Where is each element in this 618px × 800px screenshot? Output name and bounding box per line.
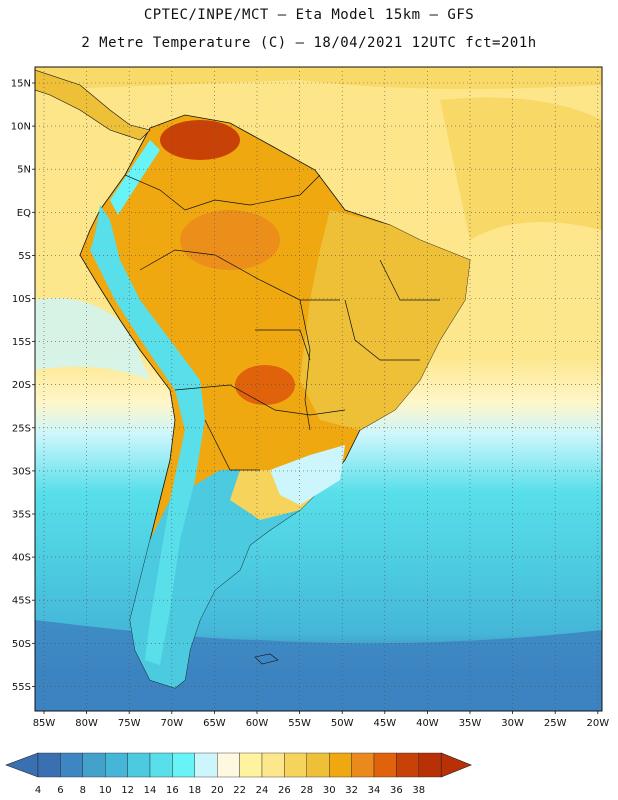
pacific-cool-tongue — [35, 298, 150, 380]
longitude-labels: 85W 80W 75W 70W 65W 60W 55W 50W 45W 40W 35W 30W 25W 2… — [33, 718, 610, 729]
colorbar-label: 4 — [35, 785, 41, 796]
chart-title-line-1: CPTEC/INPE/MCT – Eta Model 15km – GFS — [143, 7, 475, 23]
colorbar-segment — [396, 752, 419, 778]
lon-label: 35W — [459, 718, 482, 729]
colorbar-segment — [306, 752, 330, 778]
colorbar-label: 28 — [300, 785, 313, 796]
colorbar-segment — [104, 752, 128, 778]
lon-label: 50W — [331, 718, 354, 729]
falkland-islands — [254, 653, 279, 665]
caribbean-warm-patch — [35, 67, 602, 90]
lat-label: 5S — [18, 251, 31, 262]
colorbar-label: 24 — [256, 785, 269, 796]
lon-label: 55W — [288, 718, 311, 729]
lat-label: 35S — [12, 510, 31, 521]
colorbar-label: 32 — [345, 785, 358, 796]
chaco-hot-spot — [235, 365, 295, 405]
colorbar-segment — [60, 752, 84, 778]
colorbar: 4 6 8 10 12 14 16 18 20 22 24 26 28 30 32 34 36 38 — [5, 752, 473, 796]
lat-label: 5N — [17, 165, 31, 176]
lat-label: 10N — [11, 122, 31, 133]
colorbar-label: 16 — [166, 785, 179, 796]
colorbar-label: 6 — [57, 785, 63, 796]
atlantic-warm-patch — [440, 97, 602, 240]
colorbar-segment — [127, 752, 151, 778]
amazon-warm-spot — [180, 210, 280, 270]
colorbar-label: 34 — [368, 785, 381, 796]
lon-label: 40W — [416, 718, 439, 729]
colorbar-segment — [172, 752, 195, 778]
colorbar-label: 22 — [233, 785, 246, 796]
colorbar-segment — [216, 752, 240, 778]
lon-label: 60W — [246, 718, 269, 729]
northern-andes-strip — [110, 140, 160, 215]
lat-label: 15N — [11, 79, 31, 90]
lon-label: 30W — [501, 718, 524, 729]
colorbar-label: 8 — [80, 785, 86, 796]
latitude-labels: 15N 10N 5N EQ 5S 10S 15S 20S 25S 30S 35S 40S 45S 50S 5… — [11, 79, 31, 693]
lon-label: 70W — [160, 718, 183, 729]
colorbar-segment — [82, 752, 106, 778]
uruguay-field — [270, 445, 345, 505]
colorbar-segment — [149, 752, 173, 778]
lon-label: 85W — [33, 718, 56, 729]
colorbar-segment — [373, 752, 397, 778]
colorbar-label: 14 — [144, 785, 157, 796]
lat-label: 10S — [12, 294, 31, 305]
lat-label: 20S — [12, 380, 31, 391]
lat-label: EQ — [17, 208, 31, 219]
lon-label: 65W — [203, 718, 226, 729]
country-borders — [124, 174, 440, 471]
colorbar-segment — [261, 752, 285, 778]
lon-label: 80W — [75, 718, 98, 729]
colorbar-label: 26 — [278, 785, 291, 796]
temperature-field — [35, 67, 602, 711]
colorbar-segment — [194, 752, 218, 778]
colorbar-segment — [418, 752, 442, 778]
colorbar-label: 36 — [390, 785, 403, 796]
colorbar-segment — [37, 752, 61, 778]
lat-label: 45S — [12, 596, 31, 607]
andes-cold-strip — [90, 205, 205, 665]
colorbar-segment — [284, 752, 307, 778]
lon-label: 20W — [586, 718, 609, 729]
colorbar-segment — [329, 752, 352, 778]
lon-label: 45W — [373, 718, 396, 729]
graticule — [32, 67, 602, 714]
lon-label: 25W — [544, 718, 567, 729]
colorbar-label: 20 — [211, 785, 224, 796]
colorbar-segment — [351, 752, 375, 778]
lon-label: 75W — [118, 718, 141, 729]
map-frame — [34, 66, 603, 712]
colorbar-label: 38 — [412, 785, 425, 796]
colorbar-right-arrow — [440, 752, 473, 778]
colorbar-segment — [239, 752, 263, 778]
lat-label: 55S — [12, 682, 31, 693]
lat-label: 15S — [12, 337, 31, 348]
lat-label: 50S — [12, 639, 31, 650]
lat-label: 40S — [12, 553, 31, 564]
central-america — [35, 69, 151, 141]
venezuela-hot-spot — [160, 120, 240, 160]
chart-title-line-2: 2 Metre Temperature (C) – 18/04/2021 12U… — [81, 35, 537, 51]
lat-label: 30S — [12, 466, 31, 477]
colorbar-label: 18 — [188, 785, 201, 796]
colorbar-label: 10 — [99, 785, 112, 796]
lat-label: 25S — [12, 423, 31, 434]
colorbar-label: 30 — [323, 785, 336, 796]
colorbar-left-arrow — [5, 752, 39, 778]
colorbar-label: 12 — [121, 785, 134, 796]
